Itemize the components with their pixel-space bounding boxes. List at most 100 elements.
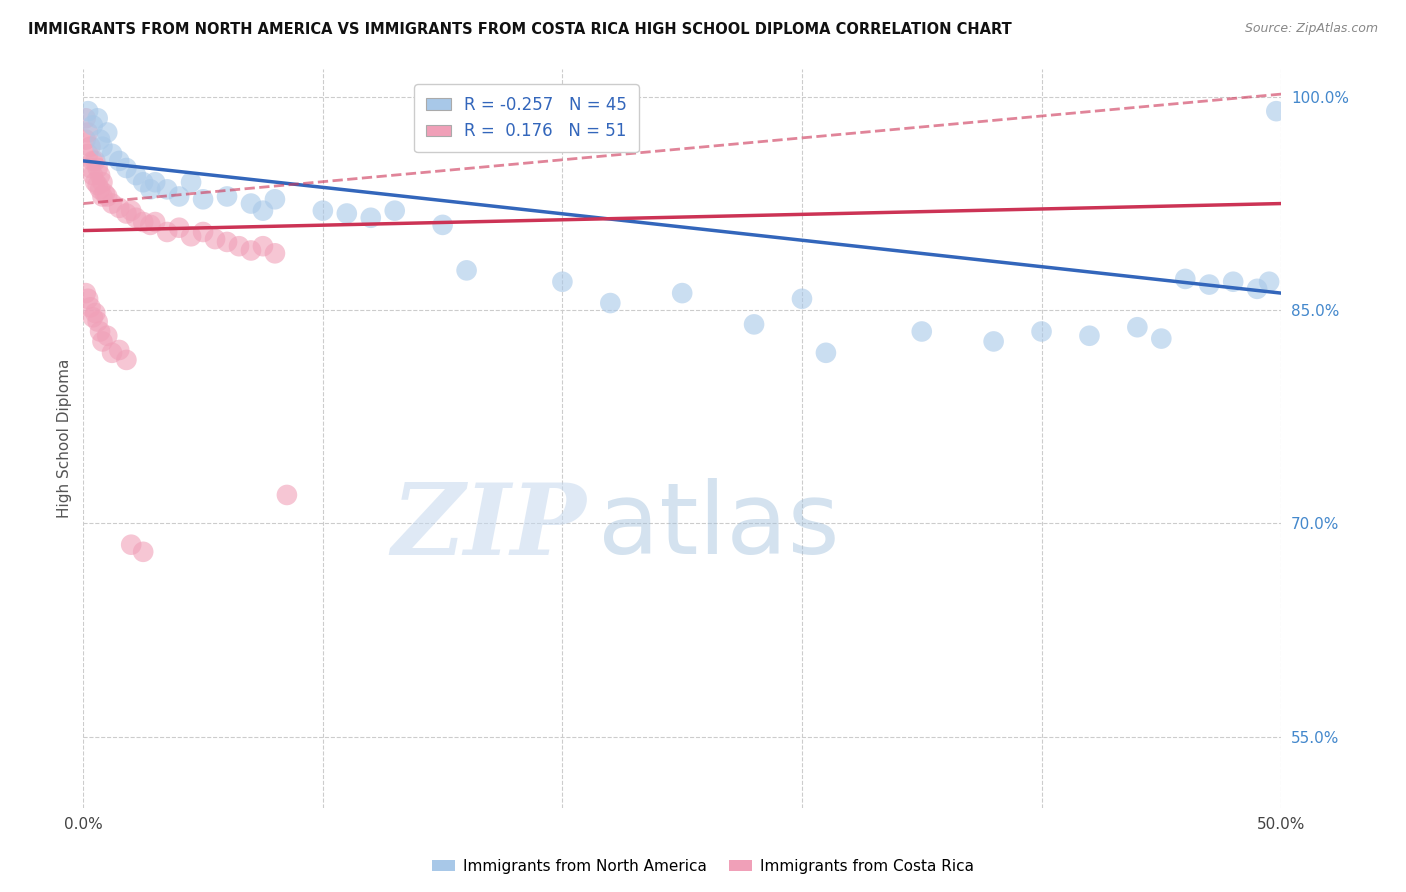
- Point: [1174, 272, 1197, 286]
- Point: [89, 182, 111, 196]
- Point: [75, 286, 97, 301]
- Point: [1031, 325, 1053, 339]
- Point: [86, 314, 108, 328]
- Point: [1246, 282, 1268, 296]
- Point: [1265, 104, 1288, 119]
- Point: [91, 189, 114, 203]
- Point: [156, 182, 179, 196]
- Point: [84, 153, 107, 168]
- Point: [77, 146, 100, 161]
- Point: [101, 146, 124, 161]
- Point: [240, 196, 263, 211]
- Point: [790, 292, 813, 306]
- Point: [139, 182, 162, 196]
- Text: IMMIGRANTS FROM NORTH AMERICA VS IMMIGRANTS FROM COSTA RICA HIGH SCHOOL DIPLOMA : IMMIGRANTS FROM NORTH AMERICA VS IMMIGRA…: [28, 22, 1012, 37]
- Point: [139, 218, 162, 232]
- Point: [115, 352, 138, 367]
- Point: [84, 306, 107, 320]
- Point: [456, 263, 478, 277]
- Point: [215, 189, 238, 203]
- Point: [82, 119, 104, 133]
- Point: [75, 112, 97, 126]
- Point: [264, 246, 287, 260]
- Point: [115, 206, 138, 220]
- Point: [312, 203, 335, 218]
- Point: [120, 538, 142, 552]
- Point: [79, 139, 101, 153]
- Point: [384, 203, 406, 218]
- Point: [671, 286, 693, 301]
- Point: [191, 192, 214, 206]
- Point: [180, 229, 202, 244]
- Point: [82, 168, 104, 182]
- Point: [86, 178, 108, 192]
- Point: [167, 189, 190, 203]
- Point: [983, 334, 1005, 349]
- Point: [204, 232, 226, 246]
- Point: [276, 488, 298, 502]
- Point: [143, 215, 166, 229]
- Point: [599, 296, 621, 310]
- Point: [101, 346, 124, 360]
- Point: [77, 126, 100, 140]
- Point: [120, 203, 142, 218]
- Point: [814, 346, 837, 360]
- Point: [91, 334, 114, 349]
- Point: [94, 186, 117, 201]
- Point: [89, 325, 111, 339]
- Point: [77, 292, 100, 306]
- Point: [1078, 328, 1101, 343]
- Text: Source: ZipAtlas.com: Source: ZipAtlas.com: [1244, 22, 1378, 36]
- Y-axis label: High School Diploma: High School Diploma: [58, 359, 72, 517]
- Point: [89, 168, 111, 182]
- Point: [86, 161, 108, 175]
- Point: [132, 215, 155, 229]
- Point: [360, 211, 382, 225]
- Point: [167, 220, 190, 235]
- Point: [143, 175, 166, 189]
- Point: [911, 325, 934, 339]
- Point: [336, 206, 359, 220]
- Point: [1150, 332, 1173, 346]
- Point: [108, 153, 131, 168]
- Point: [108, 343, 131, 357]
- Point: [79, 301, 101, 315]
- Point: [191, 225, 214, 239]
- Point: [551, 275, 574, 289]
- Point: [252, 203, 274, 218]
- Point: [91, 139, 114, 153]
- Point: [1126, 320, 1149, 334]
- Point: [432, 218, 454, 232]
- Point: [252, 239, 274, 253]
- Point: [82, 153, 104, 168]
- Point: [1258, 275, 1281, 289]
- Point: [82, 310, 104, 325]
- Point: [101, 196, 124, 211]
- Legend: R = -0.257   N = 45, R =  0.176   N = 51: R = -0.257 N = 45, R = 0.176 N = 51: [415, 84, 638, 152]
- Point: [1198, 277, 1220, 292]
- Point: [75, 132, 97, 146]
- Point: [108, 201, 131, 215]
- Point: [91, 175, 114, 189]
- Point: [240, 244, 263, 258]
- Point: [89, 132, 111, 146]
- Point: [125, 168, 148, 182]
- Point: [84, 175, 107, 189]
- Point: [180, 175, 202, 189]
- Point: [77, 104, 100, 119]
- Point: [86, 112, 108, 126]
- Text: ZIP: ZIP: [391, 478, 586, 575]
- Point: [96, 328, 118, 343]
- Point: [156, 225, 179, 239]
- Point: [228, 239, 250, 253]
- Point: [96, 189, 118, 203]
- Point: [132, 175, 155, 189]
- Point: [742, 318, 765, 332]
- Point: [115, 161, 138, 175]
- Point: [1222, 275, 1244, 289]
- Point: [79, 161, 101, 175]
- Point: [215, 235, 238, 249]
- Point: [132, 545, 155, 559]
- Text: atlas: atlas: [599, 478, 839, 575]
- Point: [125, 211, 148, 225]
